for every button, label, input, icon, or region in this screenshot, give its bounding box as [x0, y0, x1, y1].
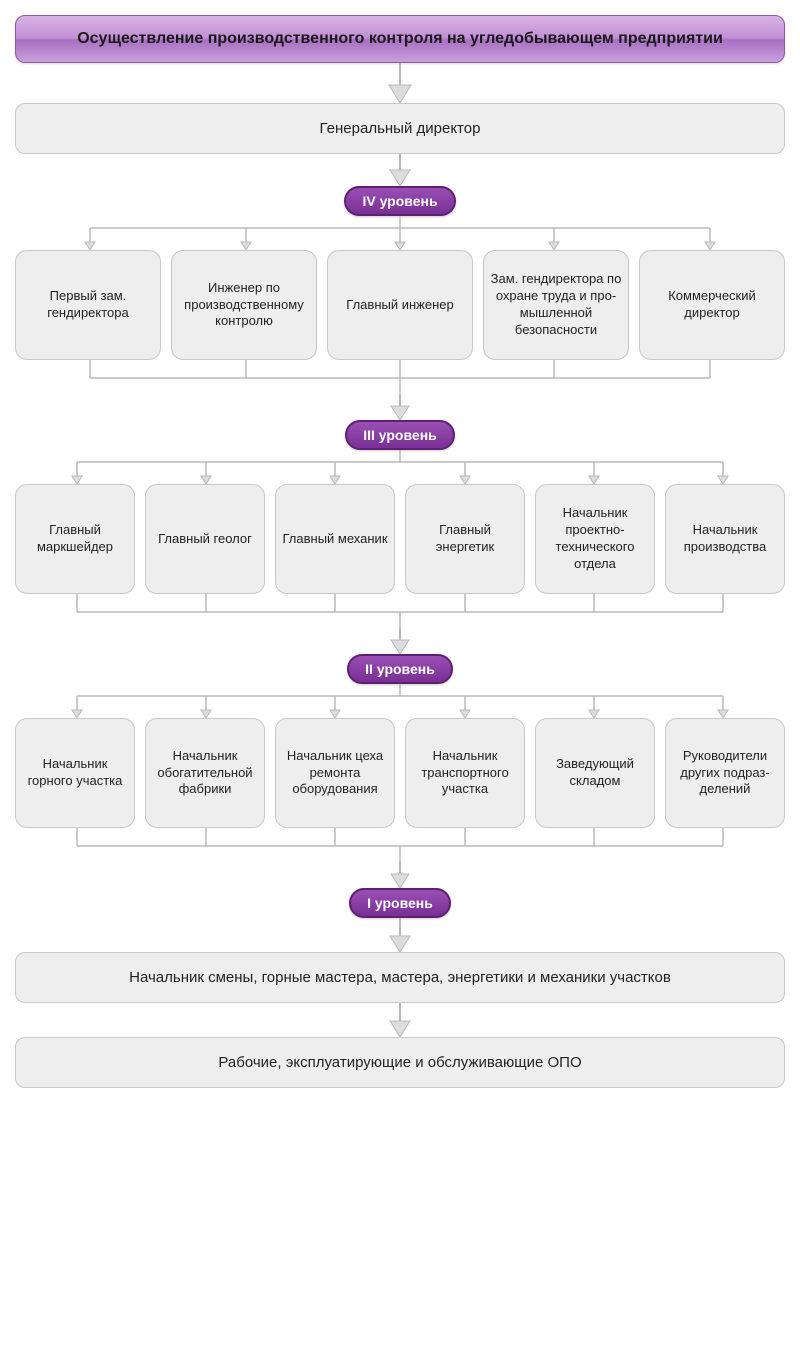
node-label: Начальник проектно-технического отдела [542, 505, 648, 573]
arrow-down-icon [385, 394, 415, 420]
org-node: Руководители других подраз­делений [665, 718, 785, 828]
org-node: Инженер по производст­венному контролю [171, 250, 317, 360]
workers-box: Рабочие, эксплуатирующие и обслуживающие… [15, 1037, 785, 1088]
node-label: Начальник горного участка [22, 756, 128, 790]
arrow-down-icon [385, 154, 415, 186]
node-label: Руководители других подраз­делений [672, 748, 778, 799]
org-node: Коммерческий директор [639, 250, 785, 360]
director-box: Генеральный директор [15, 103, 785, 154]
arrow-down-icon [385, 628, 415, 654]
org-node: Главный маркшейдер [15, 484, 135, 594]
node-label: Начальник производства [672, 522, 778, 556]
header-text: Осуществление производственного контроля… [77, 30, 723, 47]
bracket-up-icon [15, 594, 785, 628]
level-3-row: Главный маркшейдер Главный геолог Главны… [15, 484, 785, 594]
level-badge-2: II уровень [347, 654, 453, 684]
org-node: Главный инженер [327, 250, 473, 360]
node-label: Начальник обогати­тельной фабрики [152, 748, 258, 799]
node-label: Коммерческий директор [646, 288, 778, 322]
node-label: Главный геолог [158, 531, 252, 548]
level-badge-wrap: III уровень [15, 420, 785, 450]
bracket-connector [15, 216, 785, 250]
arrow-down-icon [385, 918, 415, 952]
org-node: Заведующий складом [535, 718, 655, 828]
arrow-connector [15, 862, 785, 888]
node-label: Главный инженер [346, 297, 453, 314]
org-node: Начальник производства [665, 484, 785, 594]
arrow-connector [15, 154, 785, 186]
bracket-connector [15, 828, 785, 862]
director-text: Генеральный директор [320, 120, 481, 137]
node-label: Главный маркшейдер [22, 522, 128, 556]
node-label: Заведующий складом [542, 756, 648, 790]
level-badge-1: I уровень [349, 888, 451, 918]
level-badge-4: IV уровень [344, 186, 455, 216]
level-badge-wrap: I уровень [15, 888, 785, 918]
org-node: Начальник обогати­тельной фабрики [145, 718, 265, 828]
org-node: Начальник проектно-технического отдела [535, 484, 655, 594]
arrow-connector [15, 63, 785, 103]
workers-text: Рабочие, эксплуатирующие и обслуживающие… [218, 1054, 581, 1071]
node-label: Начальник транспортного участка [412, 748, 518, 799]
org-node: Главный геолог [145, 484, 265, 594]
org-node: Первый зам. гендиректора [15, 250, 161, 360]
level-2-row: Начальник горного участка Начальник обог… [15, 718, 785, 828]
bracket-down-icon [15, 450, 785, 484]
arrow-down-icon [385, 63, 415, 103]
org-node: Начальник цеха ремонта оборудования [275, 718, 395, 828]
arrow-connector [15, 628, 785, 654]
arrow-down-icon [385, 862, 415, 888]
node-label: Первый зам. гендиректора [22, 288, 154, 322]
bracket-connector [15, 360, 785, 394]
org-node: Начальник горного участка [15, 718, 135, 828]
bracket-down-icon [15, 216, 785, 250]
level-4-row: Первый зам. гендиректора Инженер по прои… [15, 250, 785, 360]
org-node: Начальник транспортного участка [405, 718, 525, 828]
level-badge-3: III уровень [345, 420, 455, 450]
org-node: Главный механик [275, 484, 395, 594]
node-label: Инженер по производст­венному контролю [178, 280, 310, 331]
bracket-down-icon [15, 684, 785, 718]
node-label: Зам. гендиректора по охране труда и про­… [490, 271, 622, 339]
arrow-connector [15, 918, 785, 952]
arrow-down-icon [385, 1003, 415, 1037]
flowchart-header: Осуществление производственного контроля… [15, 15, 785, 63]
bracket-up-icon [15, 360, 785, 394]
shift-supervisors-box: Начальник смены, горные мастера, мастера… [15, 952, 785, 1003]
level-badge-wrap: II уровень [15, 654, 785, 684]
org-node: Зам. гендиректора по охране труда и про­… [483, 250, 629, 360]
org-node: Главный энергетик [405, 484, 525, 594]
node-label: Главный энергетик [412, 522, 518, 556]
bracket-connector [15, 684, 785, 718]
level-badge-wrap: IV уровень [15, 186, 785, 216]
node-label: Начальник цеха ремонта оборудования [282, 748, 388, 799]
shift-supervisors-text: Начальник смены, горные мастера, мастера… [129, 969, 671, 986]
bracket-up-icon [15, 828, 785, 862]
bracket-connector [15, 594, 785, 628]
node-label: Главный механик [282, 531, 387, 548]
bracket-connector [15, 450, 785, 484]
arrow-connector [15, 394, 785, 420]
arrow-connector [15, 1003, 785, 1037]
